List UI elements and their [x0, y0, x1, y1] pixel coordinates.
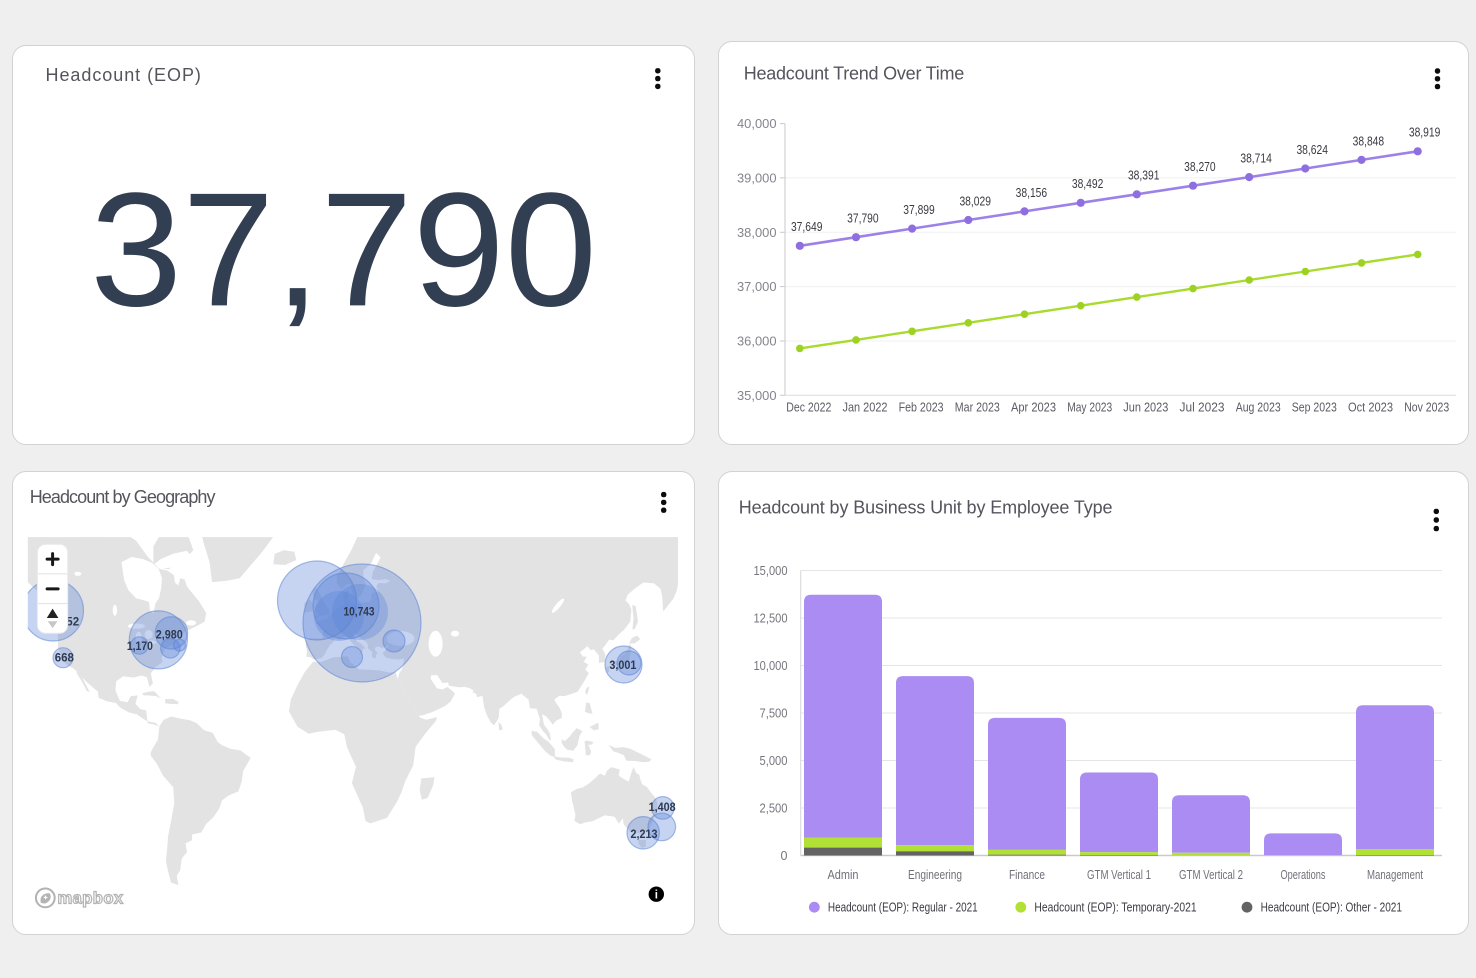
svg-text:Operations: Operations [1281, 868, 1326, 882]
svg-text:37,649: 37,649 [791, 220, 823, 234]
svg-text:Oct 2023: Oct 2023 [1348, 401, 1393, 415]
svg-text:15,000: 15,000 [754, 564, 788, 578]
svg-text:Feb 2023: Feb 2023 [899, 401, 944, 415]
svg-text:Management: Management [1367, 868, 1423, 882]
svg-text:37,000: 37,000 [737, 279, 777, 294]
svg-text:38,000: 38,000 [737, 225, 777, 240]
svg-text:39,000: 39,000 [737, 170, 777, 185]
svg-text:Sep 2023: Sep 2023 [1292, 401, 1337, 415]
svg-text:0: 0 [781, 849, 788, 863]
svg-text:3,001: 3,001 [609, 660, 637, 672]
svg-text:38,492: 38,492 [1072, 177, 1104, 191]
svg-text:10,000: 10,000 [754, 659, 788, 673]
svg-text:2,980: 2,980 [156, 630, 183, 642]
svg-text:2,213: 2,213 [631, 829, 658, 841]
svg-text:Nov 2023: Nov 2023 [1404, 401, 1449, 415]
svg-text:Jan 2022: Jan 2022 [843, 401, 888, 415]
svg-text:Headcount Trend Over Time: Headcount Trend Over Time [744, 64, 965, 84]
svg-text:38,156: 38,156 [1016, 186, 1048, 200]
svg-text:GTM Vertical 2: GTM Vertical 2 [1179, 868, 1243, 882]
svg-text:i: i [655, 890, 658, 902]
svg-text:37,790: 37,790 [90, 159, 597, 340]
svg-text:Jun 2023: Jun 2023 [1123, 401, 1168, 415]
svg-text:Engineering: Engineering [908, 868, 962, 882]
svg-text:Headcount by Geography: Headcount by Geography [30, 487, 216, 507]
svg-text:Headcount (EOP): Headcount (EOP) [46, 65, 201, 85]
svg-text:668: 668 [55, 653, 75, 665]
svg-text:38,714: 38,714 [1240, 152, 1272, 166]
svg-text:Apr 2023: Apr 2023 [1011, 401, 1056, 415]
svg-text:38,624: 38,624 [1296, 143, 1328, 157]
svg-text:38,391: 38,391 [1128, 169, 1160, 183]
svg-text:10,743: 10,743 [344, 605, 375, 619]
svg-text:May 2023: May 2023 [1067, 401, 1112, 415]
svg-text:Finance: Finance [1009, 868, 1045, 882]
svg-text:Headcount (EOP): Regular - 202: Headcount (EOP): Regular - 2021 [828, 901, 978, 915]
svg-text:Aug 2023: Aug 2023 [1236, 401, 1281, 415]
svg-text:Headcount by Business Unit by: Headcount by Business Unit by Employee T… [739, 497, 1113, 517]
svg-text:Headcount (EOP): Temporary-202: Headcount (EOP): Temporary-2021 [1034, 901, 1196, 915]
svg-text:38,848: 38,848 [1353, 134, 1385, 148]
svg-text:36,000: 36,000 [737, 334, 777, 349]
svg-text:37,899: 37,899 [903, 203, 935, 217]
svg-text:38,029: 38,029 [959, 194, 991, 208]
svg-text:Dec 2022: Dec 2022 [786, 401, 831, 415]
svg-text:38,919: 38,919 [1409, 126, 1441, 140]
svg-text:Headcount (EOP): Other - 2021: Headcount (EOP): Other - 2021 [1261, 901, 1402, 915]
svg-text:5,000: 5,000 [760, 754, 788, 768]
svg-text:12,500: 12,500 [754, 612, 788, 626]
svg-text:Admin: Admin [828, 868, 859, 882]
svg-text:1,170: 1,170 [127, 641, 153, 653]
svg-text:mapbox: mapbox [58, 889, 124, 907]
svg-text:7,500: 7,500 [760, 707, 788, 721]
svg-text:Mar 2023: Mar 2023 [955, 401, 1000, 415]
svg-text:35,000: 35,000 [737, 388, 777, 403]
svg-text:2,500: 2,500 [760, 802, 788, 816]
svg-text:38,270: 38,270 [1184, 160, 1216, 174]
svg-text:1,408: 1,408 [649, 802, 677, 814]
svg-text:GTM Vertical 1: GTM Vertical 1 [1087, 868, 1151, 882]
svg-text:Jul 2023: Jul 2023 [1180, 401, 1225, 415]
svg-text:40,000: 40,000 [737, 116, 777, 131]
svg-text:37,790: 37,790 [847, 212, 879, 226]
